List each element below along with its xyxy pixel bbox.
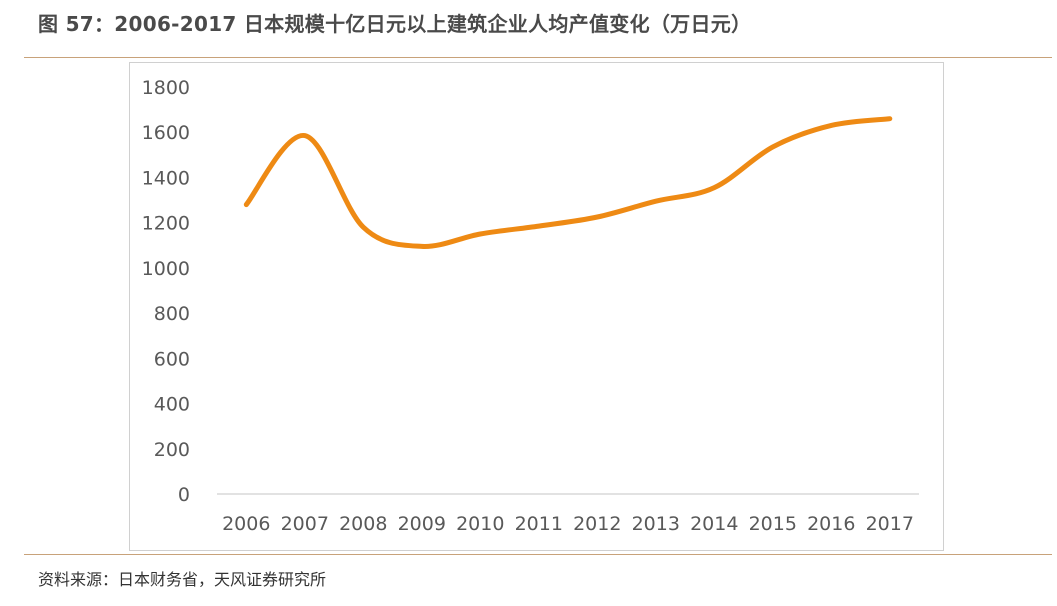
y-tick-label: 200 bbox=[154, 439, 190, 461]
series-line bbox=[243, 116, 893, 249]
y-tick-label: 800 bbox=[154, 303, 190, 325]
footer-divider bbox=[24, 554, 1052, 555]
y-tick-label: 0 bbox=[178, 484, 190, 506]
x-tick-label: 2013 bbox=[632, 513, 680, 535]
y-tick-label: 400 bbox=[154, 394, 190, 416]
y-axis-tick-labels: 0 200 400 600 800 1000 1200 1400 1600 1800 bbox=[142, 77, 190, 506]
x-axis-tick-labels: 2006 2007 2008 2009 2010 2011 2012 2013 2014 2015… bbox=[222, 513, 914, 535]
x-tick-label: 2010 bbox=[456, 513, 504, 535]
x-tick-label: 2017 bbox=[866, 513, 914, 535]
y-tick-label: 1800 bbox=[142, 77, 190, 99]
y-tick-label: 1000 bbox=[142, 258, 190, 280]
title-divider bbox=[24, 57, 1052, 58]
figure-title: 图 57：2006-2017 日本规模十亿日元以上建筑企业人均产值变化（万日元） bbox=[38, 12, 752, 36]
y-tick-label: 1400 bbox=[142, 167, 190, 189]
chart-frame bbox=[129, 62, 944, 551]
y-tick-label: 600 bbox=[154, 348, 190, 370]
x-tick-label: 2006 bbox=[222, 513, 270, 535]
x-tick-label: 2012 bbox=[573, 513, 621, 535]
x-tick-label: 2008 bbox=[339, 513, 387, 535]
y-tick-label: 1600 bbox=[142, 122, 190, 144]
x-tick-label: 2007 bbox=[281, 513, 329, 535]
x-tick-label: 2014 bbox=[690, 513, 738, 535]
x-tick-label: 2009 bbox=[398, 513, 446, 535]
x-tick-label: 2016 bbox=[807, 513, 855, 535]
x-tick-label: 2011 bbox=[515, 513, 563, 535]
source-note: 资料来源：日本财务省，天风证券研究所 bbox=[38, 570, 327, 589]
x-tick-label: 2015 bbox=[749, 513, 797, 535]
y-tick-label: 1200 bbox=[142, 213, 190, 235]
